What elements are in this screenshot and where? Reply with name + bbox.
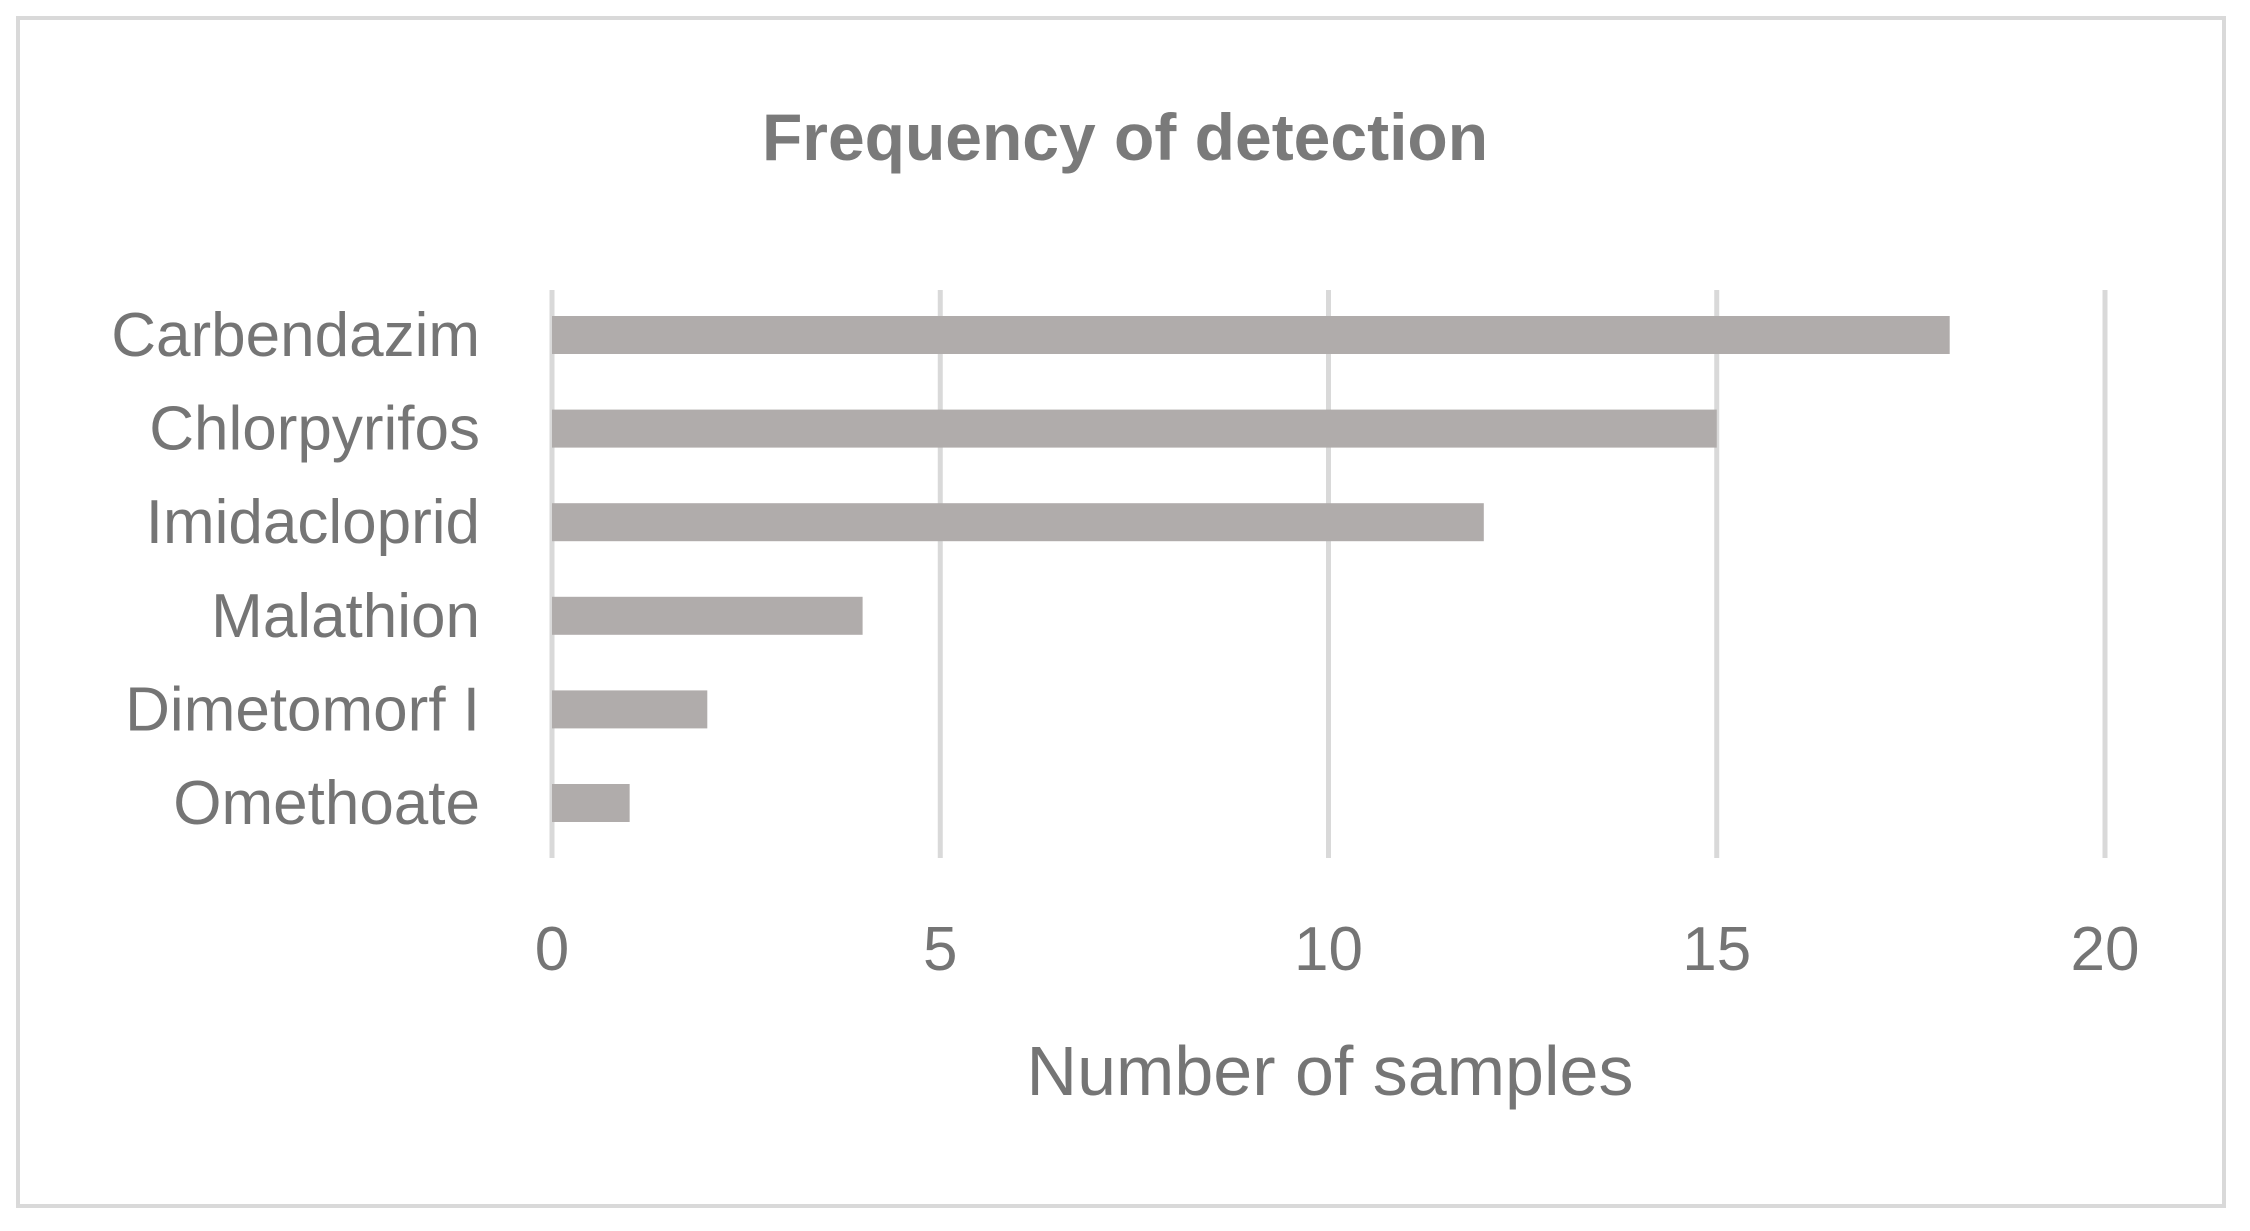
x-tick-label: 5 — [923, 915, 957, 984]
category-label: Malathion — [211, 582, 480, 651]
bar-malathion — [552, 596, 863, 635]
bar-chlorpyrifos — [552, 409, 1717, 448]
gridlines — [549, 290, 2108, 858]
bar-omethoate — [552, 784, 630, 822]
x-tick-label: 10 — [1294, 915, 1363, 984]
chart-frame — [16, 16, 2226, 1208]
category-label: Imidacloprid — [146, 488, 480, 557]
chart-title: Frequency of detection — [762, 100, 1488, 174]
x-tick-label: 15 — [1682, 915, 1751, 984]
x-tick-labels: 0 5 10 15 20 — [535, 915, 2140, 984]
bar-carbendazim — [552, 316, 1950, 354]
category-label: Chlorpyrifos — [149, 395, 480, 464]
x-tick-label: 20 — [2071, 915, 2140, 984]
bar-imidacloprid — [552, 503, 1484, 542]
x-tick-label: 0 — [535, 915, 569, 984]
bars — [552, 316, 1950, 822]
x-axis-title: Number of samples — [1027, 1032, 1634, 1110]
category-label: Carbendazim — [111, 301, 480, 370]
category-label: Dimetomorf I — [125, 675, 480, 744]
bar-dimetomorf-i — [552, 690, 708, 729]
category-label: Omethoate — [173, 769, 480, 838]
category-labels: Carbendazim Chlorpyrifos Imidacloprid Malat… — [111, 301, 480, 838]
